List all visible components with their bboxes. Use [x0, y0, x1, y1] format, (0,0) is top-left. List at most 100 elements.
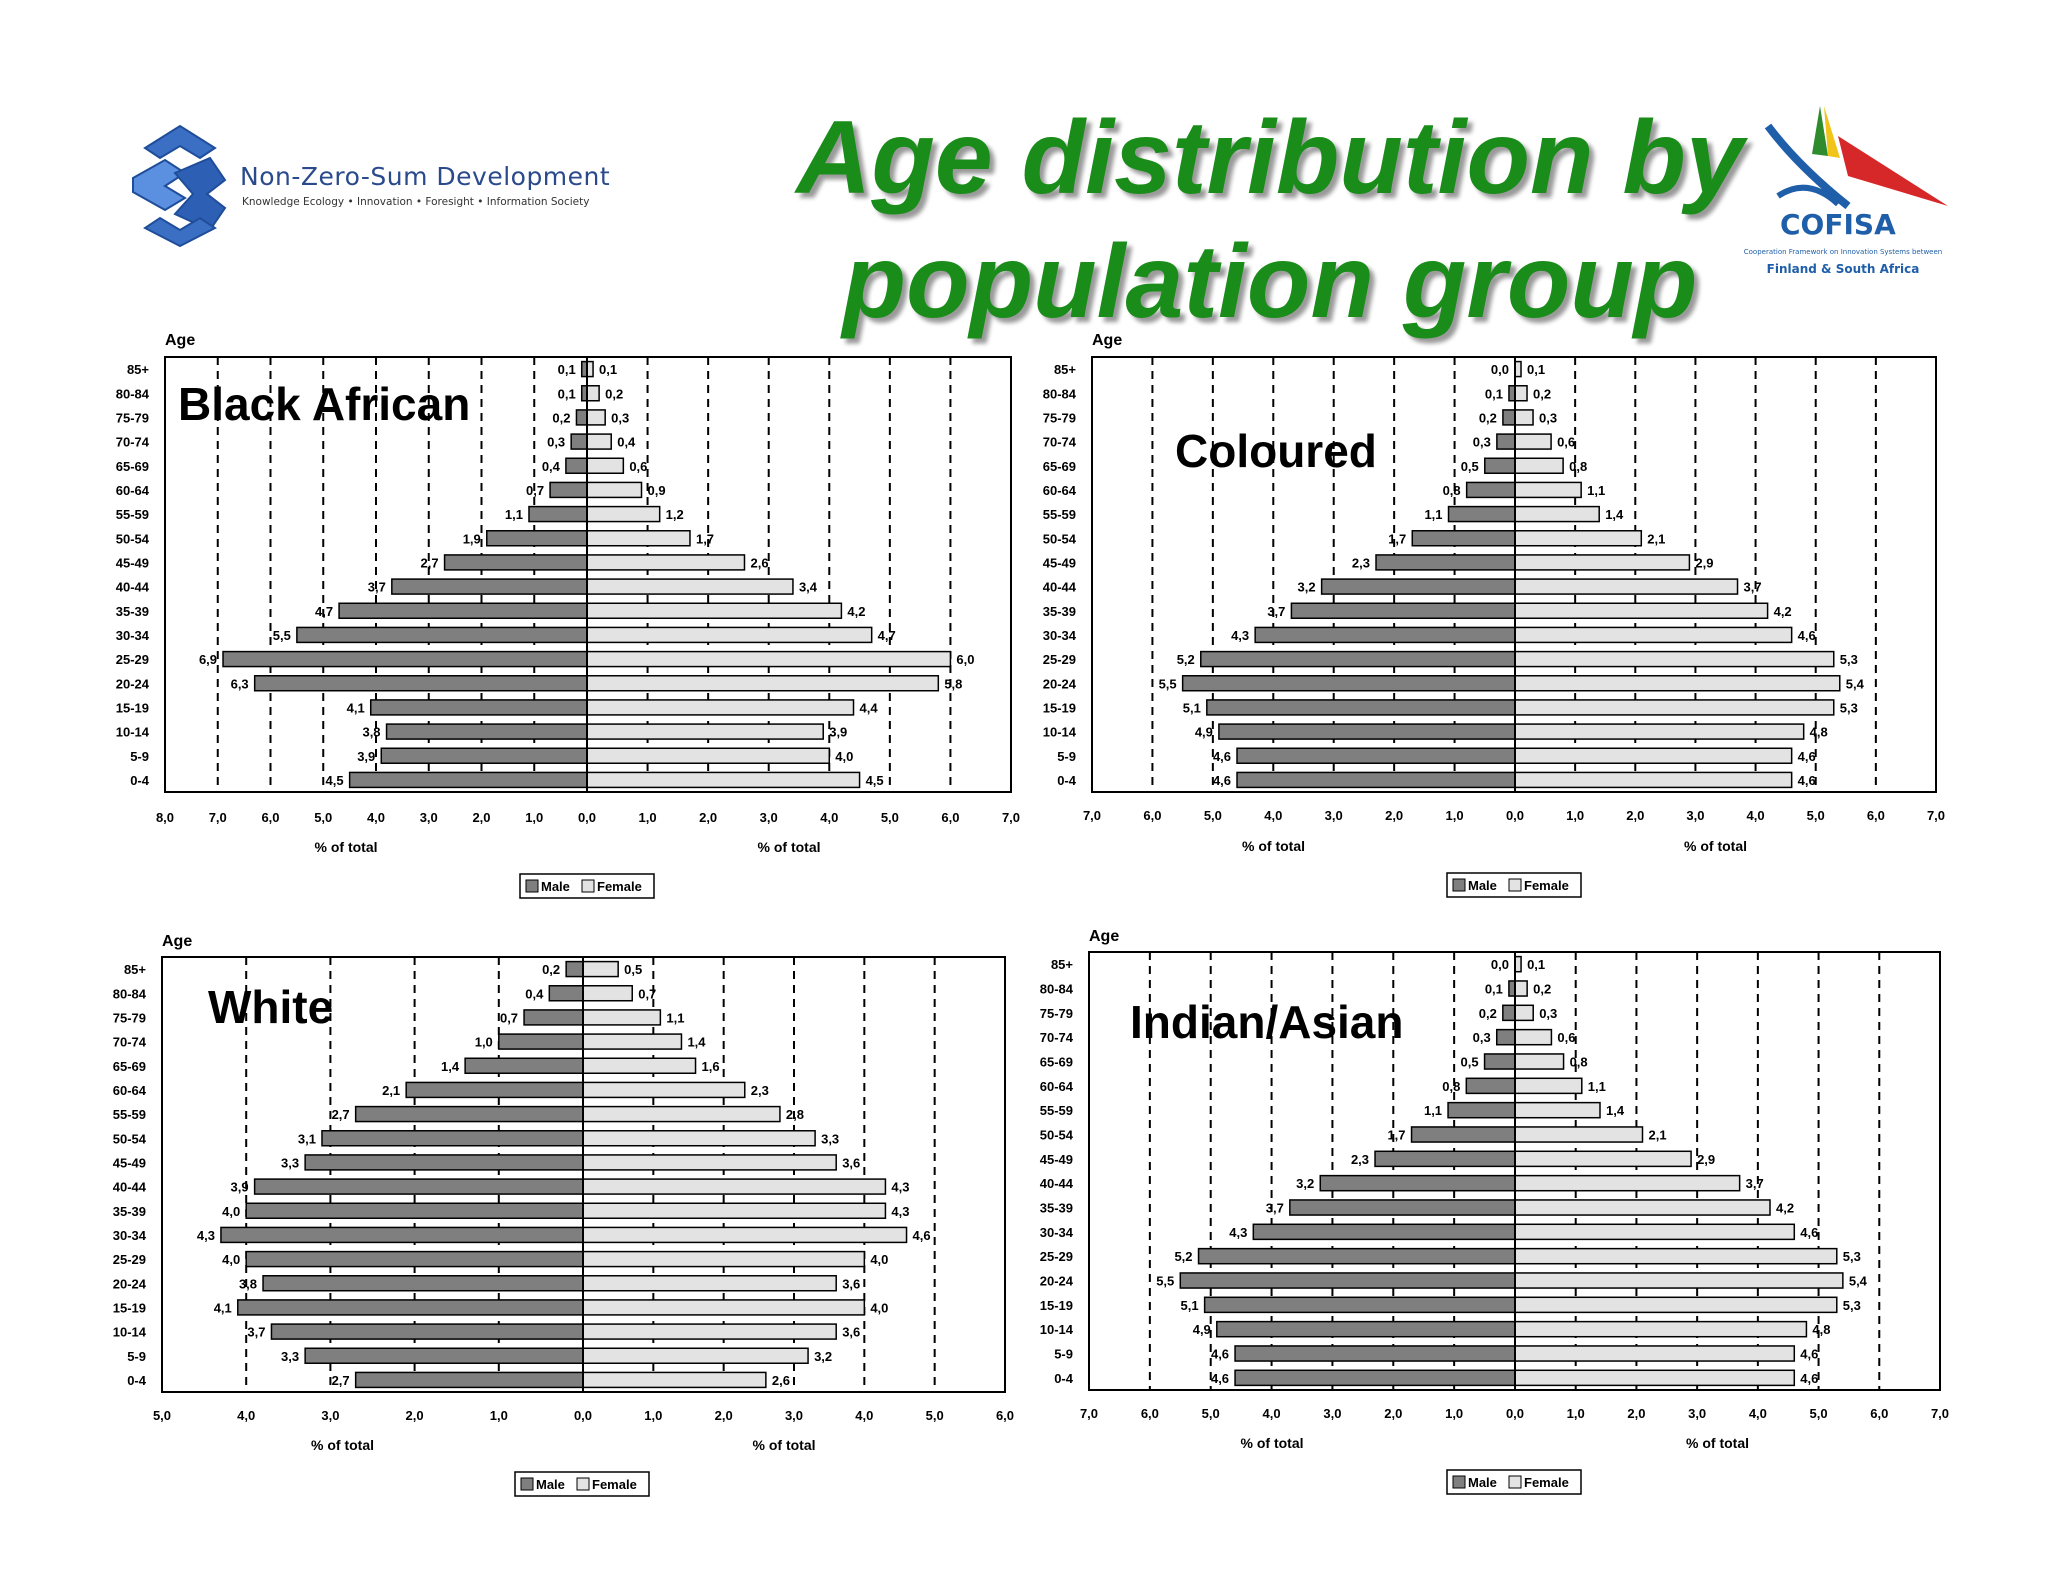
- male-data-label: 5,1: [1183, 700, 1201, 715]
- cofisa-emblem-icon: [1764, 106, 1948, 210]
- male-data-label: 4,3: [197, 1228, 215, 1243]
- male-bar: [528, 505, 588, 523]
- x-tick-label-male: 0,0: [578, 810, 596, 825]
- male-bar: [237, 1299, 584, 1316]
- male-data-label: 4,0: [222, 1252, 240, 1267]
- male-bar: [1411, 530, 1516, 547]
- x-axis-label-male: % of total: [1241, 1435, 1304, 1451]
- male-data-label: 4,5: [326, 773, 344, 788]
- male-data-label: 4,9: [1193, 1322, 1211, 1337]
- female-bar: [586, 578, 794, 595]
- male-data-label: 0,1: [558, 362, 576, 377]
- chart-title: Indian/Asian: [1130, 996, 1403, 1048]
- female-bar: [582, 1130, 816, 1147]
- male-data-label: 4,1: [214, 1300, 232, 1315]
- legend-label-female: Female: [1524, 1475, 1569, 1490]
- male-data-label: 1,9: [463, 531, 481, 546]
- female-data-label: 2,6: [750, 555, 768, 570]
- x-tick-label-male: 3,0: [1323, 1406, 1341, 1421]
- male-bar: [1483, 1053, 1516, 1070]
- male-data-label: 2,7: [332, 1373, 350, 1388]
- x-axis-label-male: % of total: [1242, 838, 1305, 854]
- female-data-label: 3,9: [829, 725, 847, 740]
- female-bar: [582, 1226, 908, 1244]
- female-bar: [582, 1154, 837, 1171]
- y-axis-label: Age: [162, 933, 192, 950]
- y-axis-label: Age: [1092, 332, 1122, 349]
- age-tick-label: 10-14: [113, 1325, 147, 1340]
- age-tick-label: 55-59: [116, 507, 149, 522]
- female-data-label: 0,1: [1527, 362, 1545, 377]
- age-tick-label: 50-54: [1040, 1128, 1074, 1143]
- male-data-label: 3,9: [231, 1180, 249, 1195]
- female-data-label: 4,3: [891, 1204, 909, 1219]
- legend: Male Female: [1446, 872, 1582, 898]
- age-tick-label: 0-4: [127, 1373, 147, 1388]
- cofisa-logo: COFISA Cooperation Framework on Innovati…: [1728, 96, 1958, 286]
- x-tick-label-female: 4,0: [855, 1408, 873, 1423]
- female-data-label: 0,9: [648, 483, 666, 498]
- female-data-label: 2,9: [1697, 1152, 1715, 1167]
- male-bar: [1320, 578, 1516, 595]
- male-data-label: 3,2: [1296, 1176, 1314, 1191]
- x-tick-label-male: 2,0: [1385, 808, 1403, 823]
- male-data-label: 0,2: [542, 962, 560, 977]
- age-tick-label: 80-84: [1043, 386, 1077, 401]
- female-data-label: 3,7: [1746, 1176, 1764, 1191]
- age-tick-label: 35-39: [113, 1204, 146, 1219]
- female-data-label: 0,5: [624, 962, 642, 977]
- male-bar: [262, 1275, 584, 1292]
- age-tick-label: 5-9: [1057, 749, 1076, 764]
- female-data-label: 4,8: [1810, 725, 1828, 740]
- age-tick-label: 0-4: [1054, 1371, 1074, 1386]
- female-data-label: 4,0: [870, 1252, 888, 1267]
- male-bar: [1465, 1077, 1516, 1095]
- age-tick-label: 65-69: [1043, 459, 1076, 474]
- female-data-label: 0,6: [1557, 435, 1575, 450]
- age-tick-label: 5-9: [127, 1349, 146, 1364]
- female-data-label: 3,7: [1744, 580, 1762, 595]
- x-tick-label-male: 0,0: [1506, 808, 1524, 823]
- male-bar: [1200, 650, 1516, 668]
- male-bar: [245, 1250, 584, 1268]
- female-bar: [582, 1081, 746, 1099]
- legend-swatch-female: [581, 879, 595, 893]
- male-data-label: 0,1: [1485, 386, 1503, 401]
- female-data-label: 4,7: [878, 628, 896, 643]
- male-bar: [270, 1323, 584, 1340]
- female-data-label: 2,8: [786, 1107, 804, 1122]
- x-tick-label-male: 5,0: [314, 810, 332, 825]
- male-data-label: 2,7: [420, 555, 438, 570]
- female-bar: [586, 747, 831, 764]
- female-bar: [1514, 1296, 1838, 1314]
- female-data-label: 4,6: [1800, 1225, 1818, 1240]
- legend-label-female: Female: [1524, 878, 1569, 893]
- female-bar: [1514, 1199, 1771, 1216]
- female-data-label: 0,8: [1569, 459, 1587, 474]
- male-bar: [565, 457, 588, 474]
- female-bar: [586, 626, 873, 644]
- female-bar: [586, 530, 691, 547]
- female-bar: [1514, 771, 1793, 789]
- age-tick-label: 75-79: [113, 1010, 146, 1025]
- age-tick-label: 0-4: [1057, 773, 1077, 788]
- age-tick-label: 55-59: [1040, 1103, 1073, 1118]
- x-tick-label-male: 2,0: [1384, 1406, 1402, 1421]
- age-tick-label: 45-49: [1040, 1152, 1073, 1167]
- female-data-label: 4,2: [1776, 1201, 1794, 1216]
- x-tick-label-male: 1,0: [490, 1408, 508, 1423]
- age-tick-label: 85+: [1051, 957, 1073, 972]
- male-data-label: 3,7: [247, 1325, 265, 1340]
- x-tick-label-male: 6,0: [261, 810, 279, 825]
- male-bar: [220, 1226, 584, 1244]
- male-data-label: 0,3: [547, 435, 565, 450]
- legend-label-male: Male: [541, 879, 570, 894]
- x-tick-label-female: 3,0: [1688, 1406, 1706, 1421]
- male-data-label: 3,8: [362, 725, 380, 740]
- male-bar: [549, 481, 588, 499]
- male-bar: [385, 723, 588, 740]
- age-tick-label: 20-24: [1043, 676, 1077, 691]
- male-data-label: 2,3: [1351, 1152, 1369, 1167]
- female-bar: [1514, 505, 1600, 523]
- male-bar: [1319, 1174, 1516, 1192]
